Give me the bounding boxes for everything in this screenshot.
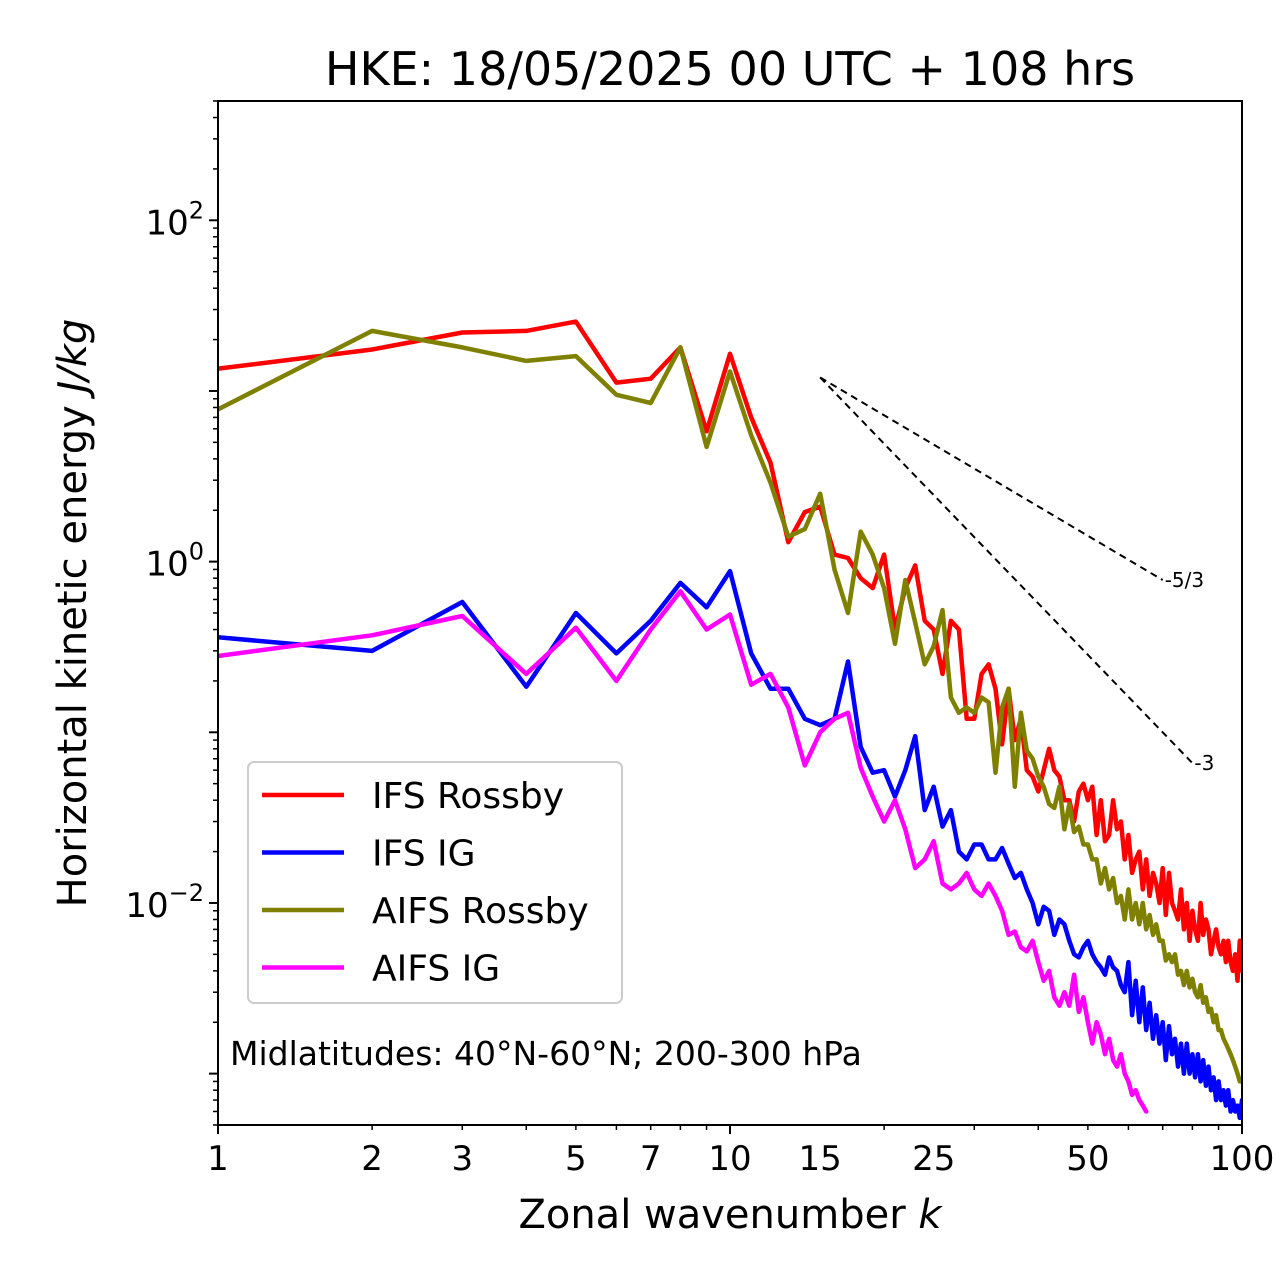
y-axis-label-main: Horizontal kinetic energy <box>50 393 96 908</box>
y-axis: 10−2 100 102 <box>125 100 218 1126</box>
chart-title: HKE: 18/05/2025 00 UTC + 108 hrs <box>325 42 1135 96</box>
x-tick-label: 1 <box>207 1139 229 1179</box>
x-tick-label: 50 <box>1066 1139 1109 1179</box>
series-line-aifs-rossby <box>218 328 1242 1084</box>
x-tick-label: 100 <box>1210 1139 1275 1179</box>
region-annotation: Midlatitudes: 40°N-60°N; 200-300 hPa <box>230 1034 862 1073</box>
y-tick-label: 102 <box>145 196 204 243</box>
legend-label-ifs-rossby: IFS Rossby <box>372 776 564 817</box>
series-line-aifs-ig <box>218 589 1149 1114</box>
reference-line-5-3 <box>819 376 1164 581</box>
reference-label-3: -3 <box>1194 751 1214 775</box>
x-axis-label: Zonal wavenumber k <box>518 1192 943 1238</box>
y-tick-label: 10−2 <box>125 879 204 926</box>
x-tick-label: 2 <box>361 1139 383 1179</box>
x-tick-label: 3 <box>451 1139 473 1179</box>
x-axis-label-var: k <box>918 1192 943 1238</box>
x-tick-label: 15 <box>799 1139 842 1179</box>
legend-label-aifs-rossby: AIFS Rossby <box>372 891 589 932</box>
reference-line-3 <box>819 376 1194 764</box>
y-tick-label: 100 <box>145 538 204 585</box>
reference-label-5-3: -5/3 <box>1165 568 1204 592</box>
legend-label-ifs-ig: IFS IG <box>372 834 476 875</box>
series-layer <box>218 319 1242 1121</box>
legend-label-aifs-ig: AIFS IG <box>372 949 500 990</box>
x-tick-label: 5 <box>565 1139 587 1179</box>
x-axis-label-main: Zonal wavenumber <box>518 1192 918 1238</box>
x-tick-label: 10 <box>708 1139 751 1179</box>
x-tick-label: 7 <box>640 1139 662 1179</box>
y-axis-label-var: J/kg <box>50 319 96 400</box>
x-tick-label: 25 <box>912 1139 955 1179</box>
legend: IFS Rossby IFS IG AIFS Rossby AIFS IG <box>247 761 623 1004</box>
x-axis: 1 2 3 5 7 10 15 25 50 100 <box>207 1125 1274 1179</box>
legend-box <box>247 761 623 1004</box>
reference-lines: -5/3 -3 <box>819 376 1214 775</box>
y-axis-label: Horizontal kinetic energy J/kg <box>50 319 96 908</box>
series-line-ifs-ig <box>218 568 1242 1121</box>
